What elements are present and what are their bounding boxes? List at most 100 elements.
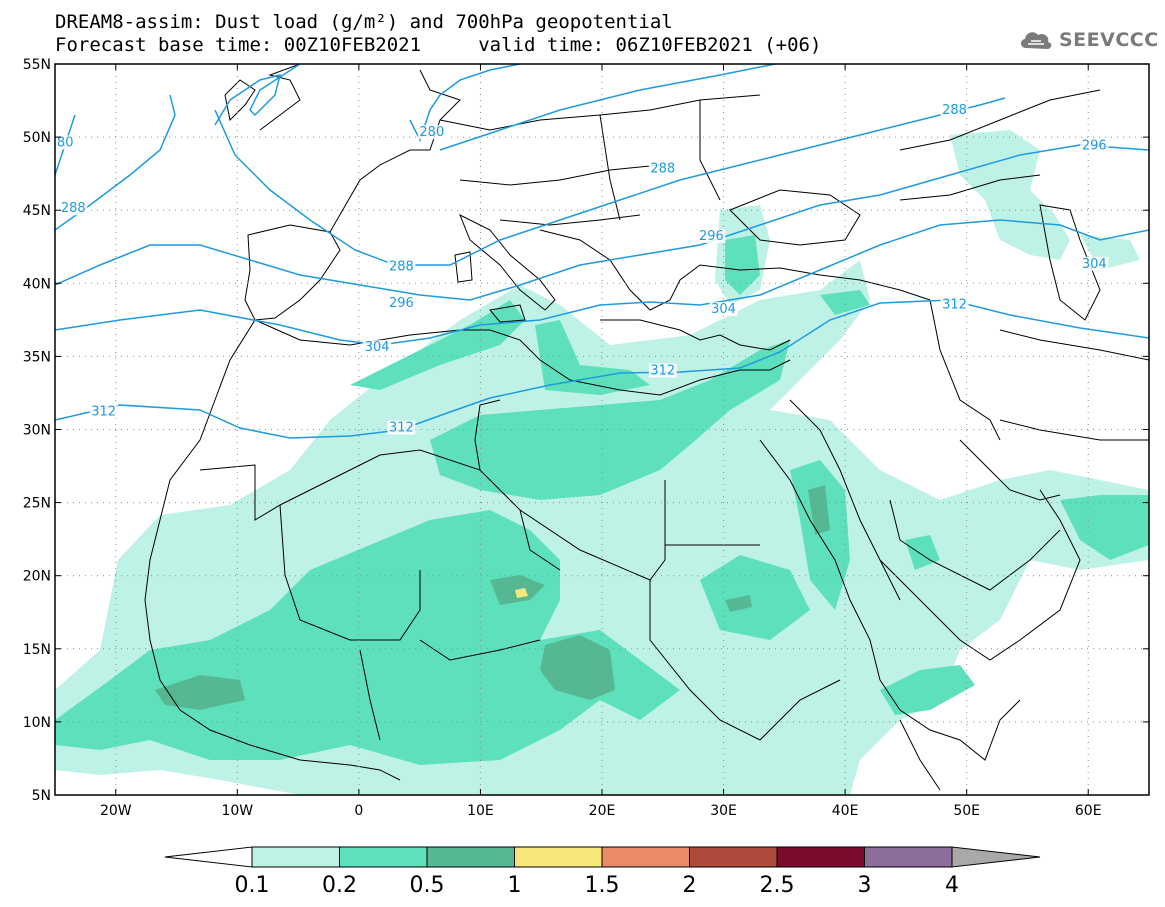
lat-tick-label: 15N bbox=[23, 642, 51, 658]
lat-tick-label: 20N bbox=[23, 569, 51, 585]
lon-tick-label: 60E bbox=[1075, 803, 1102, 819]
contour-label-bg bbox=[697, 228, 726, 243]
dust-area-light bbox=[950, 130, 1070, 260]
contour-label: 288 bbox=[61, 201, 86, 216]
contour-label: 304 bbox=[711, 302, 736, 317]
lon-tick-label: 50E bbox=[953, 803, 980, 819]
dust-area-medium bbox=[430, 340, 790, 500]
contour-label: 304 bbox=[1082, 257, 1107, 272]
logo-text: SEEVCCC bbox=[1059, 29, 1159, 51]
colorbar-label: 2 bbox=[683, 873, 697, 898]
lon-tick-label: 10E bbox=[467, 803, 494, 819]
geopotential-contours bbox=[55, 64, 1149, 439]
lon-tick-label: 20W bbox=[100, 803, 132, 819]
coastlines-and-borders bbox=[144, 64, 1149, 791]
contour-labels: 280 280 288 288 288 288 296 296 296 304 304 304 312 3… bbox=[49, 103, 1109, 436]
colorbar-swatch bbox=[689, 846, 778, 868]
contour-line-280 bbox=[55, 114, 76, 176]
contour-label-bg bbox=[1080, 256, 1109, 271]
contour-label: 296 bbox=[1082, 138, 1107, 153]
lat-tick-label: 55N bbox=[23, 57, 51, 73]
map-subtitle-times: Forecast base time: 00Z10FEB2021 valid t… bbox=[55, 34, 822, 56]
contour-line-288 bbox=[439, 64, 776, 151]
contour-label-bg bbox=[387, 296, 416, 311]
contour-label-bg bbox=[709, 302, 738, 317]
colorbar-label: 1 bbox=[508, 873, 522, 898]
colorbar-swatch bbox=[426, 846, 515, 868]
contour-label-bg bbox=[387, 259, 416, 274]
colorbar-swatch bbox=[251, 846, 340, 868]
contour-label: 288 bbox=[942, 103, 967, 118]
colorbar-label: 1.5 bbox=[585, 873, 620, 898]
lon-tick-label: 20E bbox=[589, 803, 616, 819]
contour-label-bg bbox=[417, 125, 446, 140]
lon-tick-label: 40E bbox=[832, 803, 859, 819]
contour-label: 280 bbox=[419, 125, 444, 140]
dust-area-dark bbox=[155, 675, 245, 710]
dust-area-medium bbox=[820, 290, 870, 315]
dust-area-medium bbox=[790, 460, 850, 610]
lat-tick-label: 35N bbox=[23, 349, 51, 365]
dust-area-medium bbox=[905, 535, 940, 570]
lat-tick-label: 50N bbox=[23, 130, 51, 146]
lat-tick-label: 45N bbox=[23, 203, 51, 219]
contour-line-280 bbox=[409, 64, 521, 142]
contour-label: 288 bbox=[389, 260, 414, 275]
contour-line-304 bbox=[55, 219, 1149, 346]
lat-tick-label: 25N bbox=[23, 496, 51, 512]
contour-line-296 bbox=[55, 144, 1149, 301]
lat-tick-label: 30N bbox=[23, 423, 51, 439]
colorbar-over-arrow bbox=[951, 846, 1041, 868]
contour-label: 296 bbox=[699, 229, 724, 244]
contour-label-bg bbox=[648, 363, 677, 378]
contour-label-bg bbox=[940, 103, 969, 118]
colorbar-label: 2.5 bbox=[760, 873, 795, 898]
contour-label-bg bbox=[1080, 138, 1109, 153]
colorbar-under-arrow bbox=[164, 846, 253, 868]
contour-label: 288 bbox=[650, 162, 675, 177]
contour-label-bg bbox=[59, 201, 88, 216]
colorbar-swatch bbox=[339, 846, 428, 868]
contour-label: 312 bbox=[650, 363, 675, 378]
lat-tick-label: 5N bbox=[32, 788, 51, 804]
contour-label-bg bbox=[387, 420, 416, 435]
colorbar-label: 0.5 bbox=[410, 873, 445, 898]
map-title: DREAM8-assim: Dust load (g/m²) and 700hP… bbox=[55, 11, 673, 33]
colorbar: 0.1 0.2 0.5 1 1.5 2 2.5 3 4 bbox=[164, 846, 1041, 898]
dust-area-medium bbox=[1060, 495, 1149, 560]
dust-area-medium bbox=[350, 300, 525, 390]
colorbar-swatch bbox=[776, 846, 865, 868]
colorbar-label: 3 bbox=[858, 873, 872, 898]
dust-area-dark bbox=[725, 595, 752, 612]
dust-area-medium bbox=[880, 665, 975, 715]
seevccc-logo: SEEVCCC bbox=[1018, 24, 1159, 56]
lon-tick-label: 30E bbox=[710, 803, 737, 819]
lat-tick-label: 10N bbox=[23, 715, 51, 731]
cloud-icon bbox=[1020, 32, 1052, 49]
colorbar-label: 0.1 bbox=[235, 873, 270, 898]
dust-area-dark bbox=[808, 485, 830, 535]
graticule bbox=[55, 64, 1149, 795]
contour-label-bg bbox=[89, 404, 118, 419]
contour-line-288 bbox=[214, 97, 1006, 266]
lon-tick-label: 10W bbox=[221, 803, 253, 819]
dust-area-yellow bbox=[515, 588, 528, 598]
contour-label: 280 bbox=[49, 135, 74, 150]
colorbar-label: 4 bbox=[945, 873, 959, 898]
colorbar-label: 0.2 bbox=[322, 873, 357, 898]
axis-ticks: 20W 10W 0 10E 20E 30E 40E 50E 60E 55N 50N 45N 40N 35N… bbox=[23, 57, 1149, 819]
contour-label: 312 bbox=[389, 421, 414, 436]
contour-label: 312 bbox=[91, 404, 116, 419]
contour-label-bg bbox=[648, 161, 677, 176]
contour-label-bg bbox=[940, 297, 969, 312]
contour-line-280 bbox=[214, 64, 301, 126]
contour-line-312 bbox=[55, 299, 1149, 439]
dust-load-field bbox=[55, 130, 1149, 795]
lat-tick-label: 40N bbox=[23, 276, 51, 292]
contour-label: 312 bbox=[942, 298, 967, 313]
colorbar-swatch bbox=[864, 846, 953, 868]
contour-label-bg bbox=[55, 135, 76, 150]
contour-label-bg bbox=[363, 340, 392, 355]
dust-area-medium bbox=[725, 235, 760, 295]
